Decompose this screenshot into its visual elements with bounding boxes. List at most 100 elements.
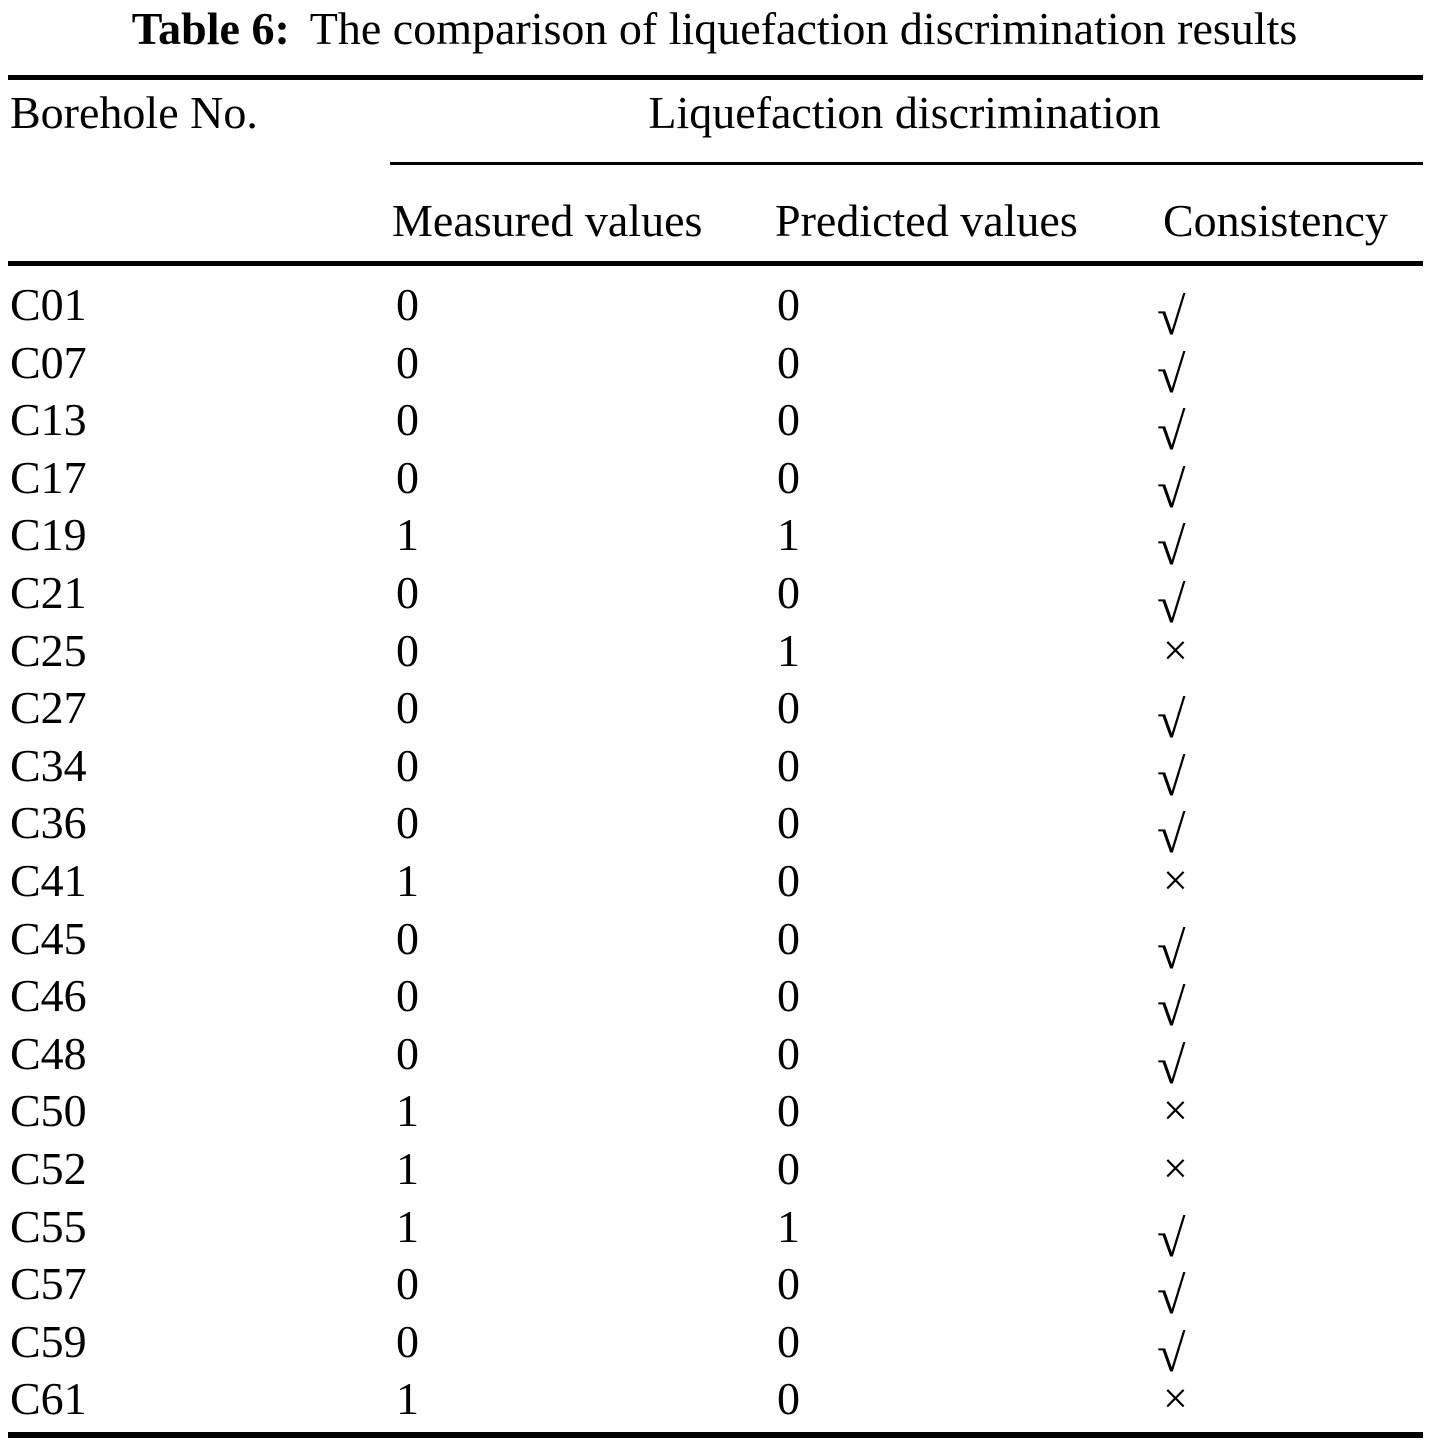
borehole-no-cell: C21 (10, 566, 87, 618)
table-row: C48 0 0 √ (0, 1025, 1429, 1095)
measured-value-cell: 1 (396, 1373, 419, 1425)
table-row: C13 0 0 √ (0, 391, 1429, 461)
table-row: C59 0 0 √ (0, 1313, 1429, 1383)
measured-value-cell: 0 (396, 970, 419, 1022)
table-row: C41 1 0 × (0, 852, 1429, 910)
borehole-no-cell: C25 (10, 624, 87, 676)
predicted-value-cell: 0 (777, 912, 800, 964)
consistency-cross-mark: × (1163, 855, 1188, 905)
consistency-check-mark: √ (1157, 692, 1186, 750)
measured-value-cell: 1 (396, 1085, 419, 1137)
predicted-value-cell: 0 (777, 566, 800, 618)
measured-value-cell: 0 (396, 739, 419, 791)
measured-value-cell: 0 (396, 394, 419, 446)
predicted-value-cell: 0 (777, 451, 800, 503)
table-row: C19 1 1 √ (0, 506, 1429, 576)
column-header-measured-values: Measured values (392, 195, 703, 246)
consistency-check-mark: √ (1157, 749, 1186, 807)
predicted-value-cell: 1 (777, 509, 800, 561)
table-row: C36 0 0 √ (0, 794, 1429, 864)
measured-value-cell: 0 (396, 336, 419, 388)
predicted-value-cell: 0 (777, 1373, 800, 1425)
predicted-value-cell: 0 (777, 970, 800, 1022)
borehole-no-cell: C45 (10, 912, 87, 964)
measured-value-cell: 0 (396, 1315, 419, 1367)
table-top-rule (8, 75, 1423, 80)
borehole-no-cell: C19 (10, 509, 87, 561)
measured-value-cell: 1 (396, 854, 419, 906)
borehole-no-cell: C17 (10, 451, 87, 503)
predicted-value-cell: 0 (777, 394, 800, 446)
header-bottom-rule (8, 261, 1423, 266)
borehole-no-cell: C07 (10, 336, 87, 388)
measured-value-cell: 0 (396, 682, 419, 734)
borehole-no-cell: C36 (10, 797, 87, 849)
measured-value-cell: 0 (396, 566, 419, 618)
consistency-check-mark: √ (1157, 1325, 1186, 1383)
measured-value-cell: 0 (396, 1027, 419, 1079)
consistency-check-mark: √ (1157, 346, 1186, 404)
predicted-value-cell: 1 (777, 624, 800, 676)
predicted-value-cell: 0 (777, 279, 800, 330)
predicted-value-cell: 0 (777, 739, 800, 791)
column-group-header-liquefaction-discrimination: Liquefaction discrimination (648, 87, 1161, 138)
consistency-check-mark: √ (1157, 519, 1186, 577)
consistency-cross-mark: × (1163, 1086, 1188, 1136)
borehole-no-cell: C27 (10, 682, 87, 734)
borehole-no-cell: C13 (10, 394, 87, 446)
predicted-value-cell: 1 (777, 1200, 800, 1252)
measured-value-cell: 0 (396, 912, 419, 964)
consistency-check-mark: √ (1157, 980, 1186, 1038)
column-header-predicted-values: Predicted values (775, 195, 1078, 246)
consistency-cross-mark: × (1163, 1143, 1188, 1193)
table-row: C52 1 0 × (0, 1140, 1429, 1198)
consistency-check-mark: √ (1157, 807, 1186, 865)
table-bottom-rule (8, 1432, 1423, 1438)
measured-value-cell: 0 (396, 797, 419, 849)
predicted-value-cell: 0 (777, 797, 800, 849)
measured-value-cell: 0 (396, 451, 419, 503)
consistency-cross-mark: × (1163, 1374, 1188, 1424)
table-row: C07 0 0 √ (0, 334, 1429, 404)
predicted-value-cell: 0 (777, 1027, 800, 1079)
borehole-no-cell: C52 (10, 1142, 87, 1194)
measured-value-cell: 1 (396, 1200, 419, 1252)
predicted-value-cell: 0 (777, 682, 800, 734)
borehole-no-cell: C55 (10, 1200, 87, 1252)
predicted-value-cell: 0 (777, 854, 800, 906)
table-caption: Table 6: The comparison of liquefaction d… (0, 2, 1429, 55)
table-caption-text: The comparison of liquefaction discrimin… (309, 3, 1298, 54)
borehole-no-cell: C59 (10, 1315, 87, 1367)
column-header-consistency: Consistency (1163, 195, 1388, 246)
consistency-check-mark: √ (1157, 404, 1186, 462)
table-row: C45 0 0 √ (0, 910, 1429, 980)
table-row: C27 0 0 √ (0, 679, 1429, 749)
table-row: C57 0 0 √ (0, 1255, 1429, 1325)
measured-value-cell: 1 (396, 1142, 419, 1194)
table-body: C01 0 0 √ C07 0 0 √ C13 0 0 √ C17 0 0 √ C19 1 1 √ C21 0 0 √ C25 0… (0, 276, 1429, 1428)
measured-value-cell: 0 (396, 279, 419, 330)
borehole-no-cell: C34 (10, 739, 87, 791)
table-row: C21 0 0 √ (0, 564, 1429, 634)
predicted-value-cell: 0 (777, 1142, 800, 1194)
consistency-check-mark: √ (1157, 922, 1186, 980)
table-row: C46 0 0 √ (0, 967, 1429, 1037)
predicted-value-cell: 0 (777, 1315, 800, 1367)
consistency-check-mark: √ (1157, 1210, 1186, 1268)
predicted-value-cell: 0 (777, 1085, 800, 1137)
measured-value-cell: 0 (396, 1258, 419, 1310)
predicted-value-cell: 0 (777, 1258, 800, 1310)
table-row: C50 1 0 × (0, 1082, 1429, 1140)
table-row: C25 0 1 × (0, 622, 1429, 680)
measured-value-cell: 0 (396, 624, 419, 676)
borehole-no-cell: C48 (10, 1027, 87, 1079)
borehole-no-cell: C01 (10, 279, 87, 330)
predicted-value-cell: 0 (777, 336, 800, 388)
consistency-check-mark: √ (1157, 289, 1186, 346)
table-row: C34 0 0 √ (0, 737, 1429, 807)
table-row: C61 1 0 × (0, 1370, 1429, 1428)
borehole-no-cell: C50 (10, 1085, 87, 1137)
borehole-no-cell: C61 (10, 1373, 87, 1425)
borehole-no-cell: C57 (10, 1258, 87, 1310)
